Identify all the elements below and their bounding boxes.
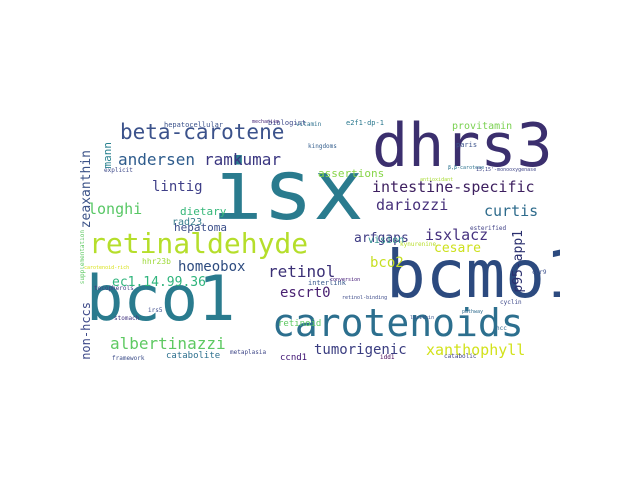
word: isxlacz xyxy=(425,226,489,244)
word: ec1.14.99.36 xyxy=(112,275,206,290)
word: framework xyxy=(112,355,145,362)
word: lintig xyxy=(152,179,203,195)
word: conversion xyxy=(330,277,361,283)
word: paris xyxy=(456,141,478,149)
word: andersen xyxy=(118,150,196,169)
word: 15,15'-monooxygenase xyxy=(476,167,537,173)
word: ramkumar xyxy=(204,150,282,169)
word: assertions xyxy=(318,167,385,180)
word: mann xyxy=(101,142,114,169)
word: escrt0 xyxy=(280,285,331,301)
word: non-hccs xyxy=(80,302,93,360)
word: curtis xyxy=(484,202,539,220)
word: hepatoma xyxy=(174,221,227,234)
word: antioxidant xyxy=(420,177,454,183)
word: intestine-specific xyxy=(372,178,535,196)
word: albertinazzi xyxy=(110,334,226,353)
word: e2f1-dp-1 xyxy=(346,119,384,127)
word: esterified xyxy=(470,225,507,232)
word: kingdoms xyxy=(308,143,337,150)
word: biologist xyxy=(268,119,306,127)
word: retinol-binding xyxy=(342,295,388,301)
word: mechanism xyxy=(252,119,280,125)
word: dariozzi xyxy=(376,196,449,214)
word: beta-carotene xyxy=(120,120,285,144)
word: vitamin xyxy=(296,121,322,128)
word: rad23 xyxy=(172,217,203,228)
word: hepatocellular xyxy=(164,121,224,129)
word: tumorigenic xyxy=(314,342,407,358)
word: cyclin xyxy=(500,299,522,306)
word: pathway xyxy=(462,309,484,315)
word: hcc xyxy=(496,325,507,332)
word: hhr23b xyxy=(142,257,171,266)
word: bco1 xyxy=(86,262,236,335)
word: explicit xyxy=(104,167,133,174)
word: longhi xyxy=(88,200,143,218)
word: zeaxanthin xyxy=(80,150,94,229)
word: irs5 xyxy=(148,307,163,314)
word: kynurenine xyxy=(400,241,437,248)
word: stomach xyxy=(114,315,140,322)
word: vision xyxy=(368,235,405,246)
word: p95-app1 xyxy=(511,230,526,293)
word: xanthophyll xyxy=(426,341,526,359)
word: arfgaps xyxy=(354,231,409,246)
word: carotenoids xyxy=(272,301,524,345)
word: lecithin xyxy=(410,315,435,321)
word: tocopherols xyxy=(94,285,134,292)
word: interlink xyxy=(308,279,346,287)
word: homeobox xyxy=(178,259,246,275)
word: ccnd1 xyxy=(280,353,308,363)
word: catabolic xyxy=(444,353,477,360)
word: carotenoid-rich xyxy=(84,265,130,271)
word: metaplasia xyxy=(230,349,267,356)
word: retinaldehyde xyxy=(89,227,309,260)
word: provitamin xyxy=(452,121,513,132)
word: retinoid xyxy=(278,319,322,329)
word: bcmo1 xyxy=(386,236,560,313)
word: supplementation xyxy=(80,230,86,285)
word: isx xyxy=(212,141,364,239)
word: cesare xyxy=(434,241,481,256)
word: dhrs3 xyxy=(372,118,553,181)
word: bco2 xyxy=(370,255,404,271)
word: β,β-carotene xyxy=(448,165,485,171)
word: dietary xyxy=(180,205,227,218)
word: ccr9 xyxy=(532,269,547,276)
word: retinol xyxy=(268,262,336,281)
word: catabolite xyxy=(166,351,221,361)
word-cloud: isx dhrs3 bcmo1 bco1 carotenoids retinal… xyxy=(80,118,560,364)
word: idd1 xyxy=(380,354,395,361)
